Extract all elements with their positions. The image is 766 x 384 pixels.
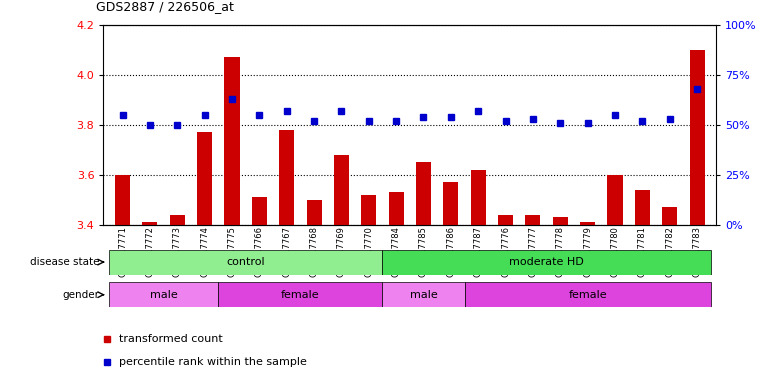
Bar — [306, 200, 322, 225]
Text: percentile rank within the sample: percentile rank within the sample — [119, 358, 306, 367]
Bar — [142, 222, 158, 225]
Bar — [635, 190, 650, 225]
Bar — [525, 215, 541, 225]
Bar — [580, 222, 595, 225]
Text: transformed count: transformed count — [119, 334, 222, 344]
Bar — [553, 217, 568, 225]
Text: male: male — [149, 290, 178, 300]
Bar — [115, 175, 130, 225]
Bar — [170, 215, 185, 225]
Text: control: control — [227, 257, 265, 267]
Text: male: male — [410, 290, 437, 300]
Bar — [416, 162, 431, 225]
Bar — [498, 215, 513, 225]
Bar — [470, 170, 486, 225]
Text: disease state: disease state — [30, 257, 100, 267]
Bar — [662, 207, 677, 225]
Bar — [362, 195, 376, 225]
Text: female: female — [568, 290, 607, 300]
Bar — [382, 282, 464, 307]
Bar — [197, 132, 212, 225]
Bar — [279, 130, 294, 225]
Text: moderate HD: moderate HD — [509, 257, 584, 267]
Text: female: female — [281, 290, 319, 300]
Bar — [109, 282, 218, 307]
Text: gender: gender — [63, 290, 100, 300]
Bar — [252, 197, 267, 225]
Bar — [444, 182, 458, 225]
Bar — [218, 282, 382, 307]
Text: GDS2887 / 226506_at: GDS2887 / 226506_at — [96, 0, 234, 13]
Bar — [464, 282, 711, 307]
Bar — [388, 192, 404, 225]
Bar — [382, 250, 711, 275]
Bar — [689, 50, 705, 225]
Bar — [224, 58, 240, 225]
Bar — [334, 155, 349, 225]
Bar — [109, 250, 382, 275]
Bar — [607, 175, 623, 225]
